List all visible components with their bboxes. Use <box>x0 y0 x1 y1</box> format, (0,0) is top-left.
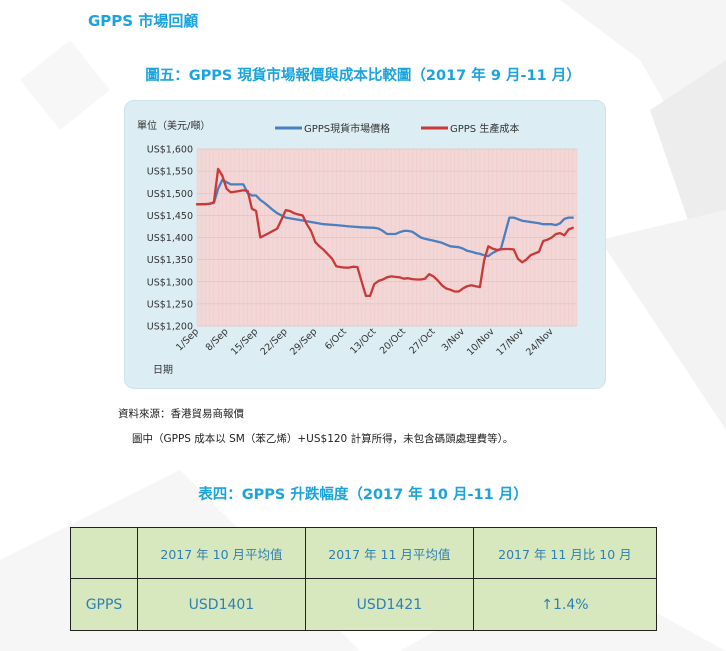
x-tick-label: 10/Nov <box>465 326 497 358</box>
x-tick-label: 29/Sep <box>288 326 319 357</box>
cell-nov-avg: USD1421 <box>304 578 474 631</box>
y-axis-label: 單位（美元/噸） <box>137 119 210 132</box>
y-tick-label: US$1,250 <box>147 299 193 310</box>
x-tick-label: 17/Nov <box>495 326 527 358</box>
x-tick-label: 22/Sep <box>259 326 290 357</box>
chart-container: 單位（美元/噸） GPPS現貨市場價格 GPPS 生產成本 日期 US$1,20… <box>124 100 606 389</box>
series-line-spot-price <box>195 178 574 258</box>
x-tick-label: 3/Nov <box>440 326 468 354</box>
table-header-row: 2017 年 10 月平均值 2017 年 11 月平均值 2017 年 11 … <box>70 527 658 579</box>
x-axis-label: 日期 <box>153 364 173 376</box>
cell-change: ↑1.4% <box>472 578 658 631</box>
section-title: GPPS 市場回顧 <box>88 12 199 30</box>
header-cell-blank <box>70 527 138 579</box>
y-tick-label: US$1,600 <box>147 145 193 156</box>
header-cell-oct-avg: 2017 年 10 月平均值 <box>137 527 306 579</box>
x-tick-label: 13/Oct <box>348 326 378 356</box>
y-tick-label: US$1,400 <box>147 233 193 244</box>
table-row: GPPS USD1401 USD1421 ↑1.4% <box>70 578 658 631</box>
table-title: 表四：GPPS 升跌幅度（2017 年 10 月-11 月） <box>198 487 528 503</box>
cell-oct-avg: USD1401 <box>137 578 306 631</box>
y-tick-label: US$1,350 <box>147 255 193 266</box>
figure-title: 圖五：GPPS 現貨市場報價與成本比較圖（2017 年 9 月-11 月） <box>145 68 581 84</box>
x-tick-label: 24/Nov <box>524 326 556 358</box>
cost-formula-note: 圖中（GPPS 成本以 SM（苯乙烯）+US$120 計算所得，未包含碼頭處理費… <box>132 433 514 445</box>
y-tick-label: US$1,200 <box>147 322 193 333</box>
y-tick-label: US$1,300 <box>147 277 193 288</box>
x-tick-label: 20/Oct <box>378 326 408 356</box>
x-tick-label: 15/Sep <box>229 326 260 357</box>
row-label-gpps: GPPS <box>70 578 138 631</box>
series-line-production-cost <box>195 167 574 298</box>
x-tick-label: 27/Oct <box>407 326 437 356</box>
price-cost-line-chart: 單位（美元/噸） GPPS現貨市場價格 GPPS 生產成本 日期 US$1,20… <box>137 119 578 376</box>
price-change-table: 2017 年 10 月平均值 2017 年 11 月平均值 2017 年 11 … <box>70 527 658 631</box>
y-tick-label: US$1,500 <box>147 189 193 200</box>
x-tick-label: 6/Oct <box>323 326 349 352</box>
header-cell-change: 2017 年 11 月比 10 月 <box>472 527 658 579</box>
legend-spot-label: GPPS現貨市場價格 <box>304 122 390 135</box>
header-cell-nov-avg: 2017 年 11 月平均值 <box>304 527 474 579</box>
legend: GPPS現貨市場價格 GPPS 生產成本 <box>275 122 519 135</box>
legend-cost-label: GPPS 生產成本 <box>450 122 519 135</box>
y-tick-label: US$1,450 <box>147 211 193 222</box>
y-tick-label: US$1,550 <box>147 167 193 178</box>
source-note: 資料來源：香港貿易商報價 <box>118 408 244 420</box>
x-tick-label: 8/Sep <box>204 326 231 353</box>
